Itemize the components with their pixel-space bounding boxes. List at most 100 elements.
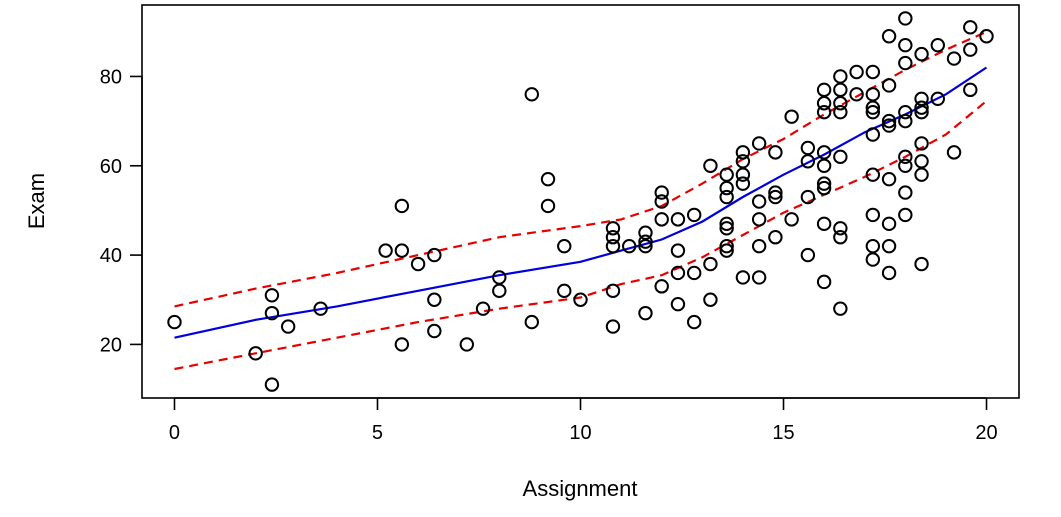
x-tick-label: 20 bbox=[975, 422, 997, 444]
data-point bbox=[833, 69, 848, 84]
data-point bbox=[833, 301, 848, 316]
data-point bbox=[898, 37, 913, 53]
data-point bbox=[865, 127, 881, 142]
data-point bbox=[264, 377, 280, 392]
x-axis-title: Assignment bbox=[523, 476, 638, 501]
data-point bbox=[492, 283, 507, 299]
data-point bbox=[167, 314, 182, 330]
data-point bbox=[881, 238, 897, 254]
data-point bbox=[800, 189, 816, 205]
data-point bbox=[378, 243, 393, 258]
data-point bbox=[524, 87, 539, 102]
data-point bbox=[751, 194, 767, 209]
data-point bbox=[638, 234, 653, 249]
data-point bbox=[898, 11, 913, 26]
data-point bbox=[264, 305, 280, 321]
data-point bbox=[735, 167, 751, 182]
y-axis: 20 40 60 80 bbox=[100, 66, 143, 356]
x-tick-label: 5 bbox=[372, 422, 383, 444]
data-point bbox=[768, 145, 783, 160]
data-point bbox=[394, 198, 410, 214]
data-point bbox=[963, 82, 978, 98]
data-point bbox=[719, 167, 734, 182]
data-point bbox=[605, 221, 621, 236]
data-point bbox=[914, 154, 929, 169]
data-point bbox=[784, 109, 799, 124]
data-point bbox=[427, 292, 442, 307]
lower-band-line bbox=[174, 100, 988, 371]
data-point bbox=[427, 247, 442, 263]
data-point bbox=[524, 314, 539, 330]
data-point bbox=[898, 158, 913, 173]
data-point bbox=[670, 265, 686, 281]
data-point bbox=[963, 20, 978, 35]
data-point bbox=[898, 207, 913, 223]
data-point bbox=[898, 185, 913, 200]
data-point bbox=[946, 51, 962, 66]
data-point bbox=[816, 158, 832, 173]
data-point bbox=[914, 46, 929, 62]
data-point bbox=[914, 167, 929, 182]
data-point bbox=[914, 104, 929, 120]
data-point bbox=[719, 180, 734, 196]
data-point bbox=[833, 230, 848, 245]
data-point bbox=[816, 82, 832, 98]
data-point bbox=[963, 42, 978, 57]
data-point bbox=[654, 185, 669, 200]
data-point bbox=[686, 207, 702, 223]
data-point bbox=[670, 212, 686, 227]
data-point bbox=[865, 104, 881, 120]
data-point bbox=[881, 113, 897, 129]
data-point bbox=[751, 136, 767, 151]
data-point bbox=[719, 216, 734, 232]
data-point bbox=[686, 314, 702, 330]
x-tick-label: 10 bbox=[569, 422, 591, 444]
data-point bbox=[735, 270, 751, 285]
data-point bbox=[816, 216, 832, 232]
data-point bbox=[605, 230, 621, 245]
data-point bbox=[930, 37, 945, 53]
data-point bbox=[784, 212, 799, 227]
data-points bbox=[167, 11, 994, 392]
data-point bbox=[540, 198, 556, 214]
data-point bbox=[622, 238, 637, 254]
upper-band-line bbox=[174, 30, 987, 308]
data-point bbox=[849, 64, 864, 80]
data-point bbox=[605, 238, 621, 254]
data-point bbox=[833, 104, 848, 120]
data-point bbox=[865, 207, 881, 223]
data-point bbox=[751, 212, 767, 227]
data-point bbox=[881, 171, 897, 187]
data-point bbox=[475, 301, 491, 316]
data-point bbox=[865, 87, 881, 102]
data-point bbox=[248, 346, 263, 361]
data-point bbox=[557, 283, 572, 299]
data-point bbox=[881, 29, 897, 44]
data-point bbox=[768, 230, 783, 245]
fit-lines bbox=[174, 30, 988, 371]
data-point bbox=[264, 288, 280, 303]
data-point bbox=[898, 113, 913, 129]
data-point bbox=[800, 247, 816, 263]
data-point bbox=[540, 171, 556, 187]
data-point bbox=[654, 194, 669, 209]
data-point bbox=[703, 292, 718, 307]
data-point bbox=[833, 82, 848, 98]
data-point bbox=[654, 279, 669, 294]
data-point bbox=[865, 167, 881, 182]
data-point bbox=[816, 104, 832, 120]
data-point bbox=[751, 270, 767, 285]
data-point bbox=[459, 337, 475, 352]
y-tick-label: 20 bbox=[100, 334, 122, 356]
data-point bbox=[930, 91, 945, 106]
plot-frame bbox=[141, 4, 1020, 399]
data-point bbox=[833, 221, 848, 236]
data-point bbox=[833, 96, 848, 111]
data-point bbox=[865, 100, 881, 115]
data-point bbox=[719, 189, 734, 205]
data-point bbox=[719, 243, 734, 258]
data-point bbox=[800, 140, 816, 156]
data-point bbox=[768, 185, 783, 200]
data-point bbox=[865, 64, 881, 80]
data-point bbox=[703, 256, 718, 272]
